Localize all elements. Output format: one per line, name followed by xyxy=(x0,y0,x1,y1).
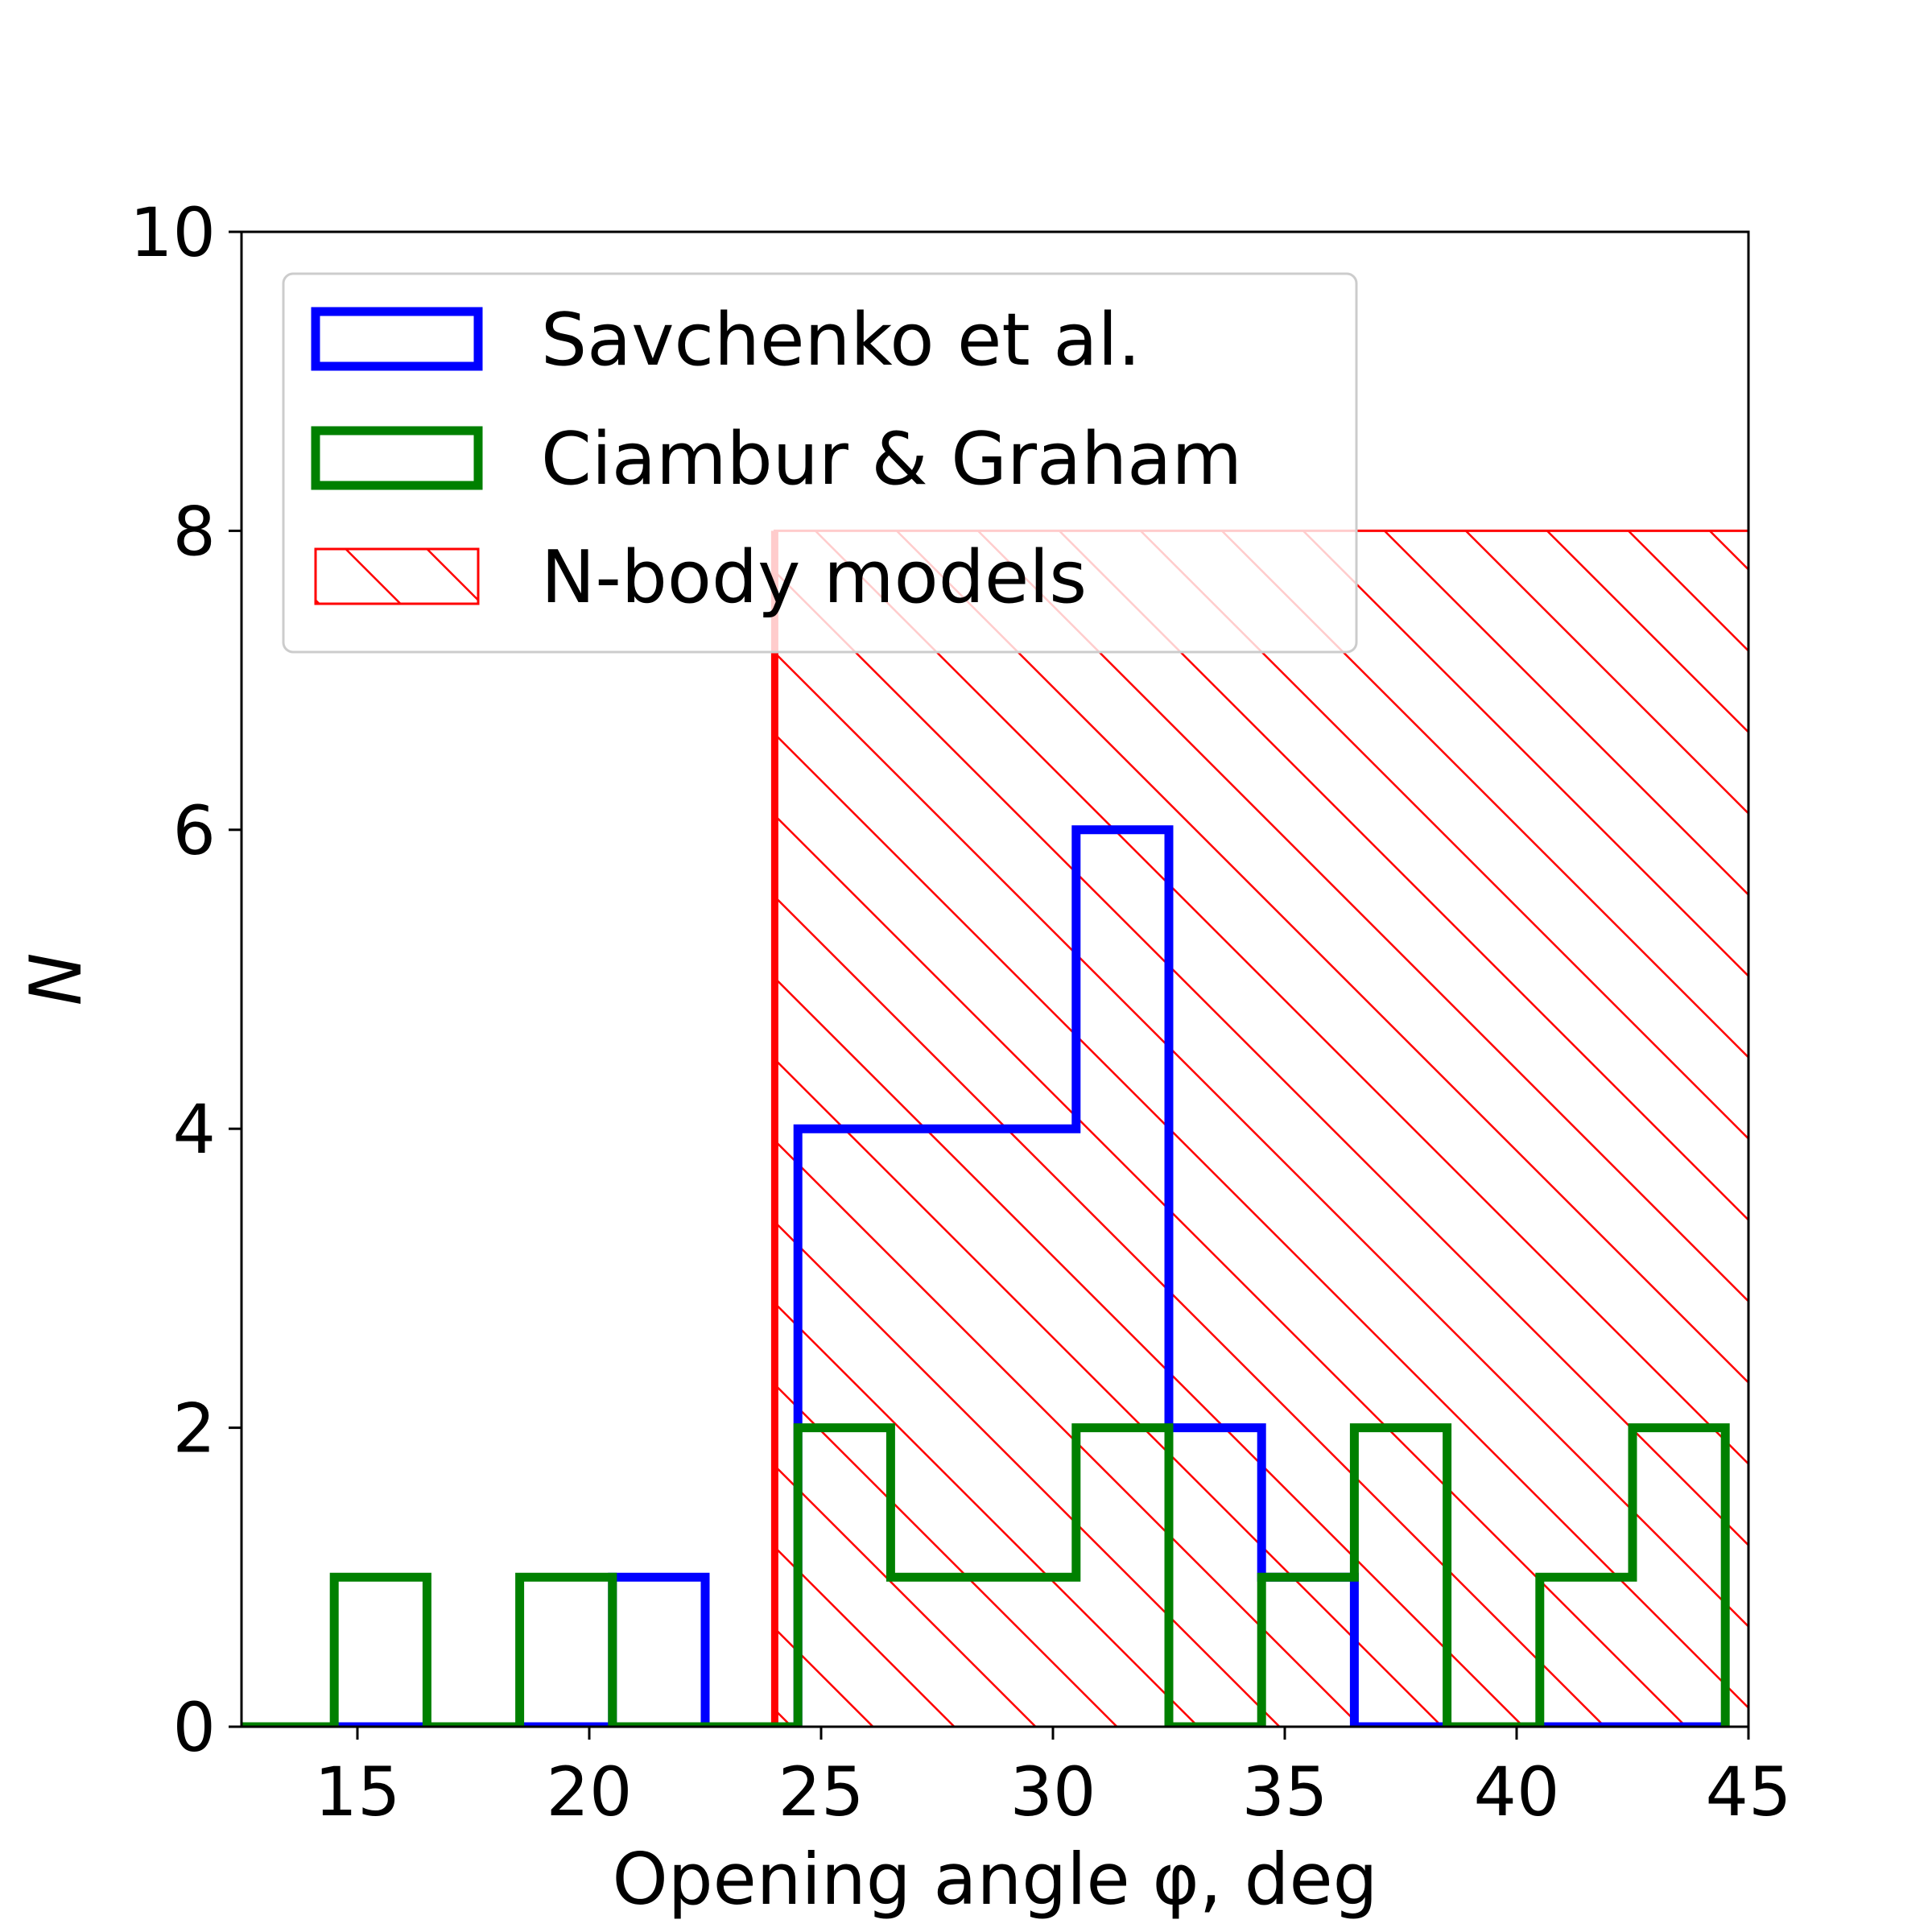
y-tick-label: 8 xyxy=(173,492,216,571)
legend-swatch xyxy=(314,547,480,605)
legend: Savchenko et al. Ciambur & Graham N-body m… xyxy=(282,272,1358,654)
legend-swatch xyxy=(311,307,483,371)
y-axis-label: N xyxy=(14,953,97,1006)
legend-label: N-body models xyxy=(541,535,1087,620)
legend-item-savchenko: Savchenko et al. xyxy=(311,298,1141,382)
legend-swatch xyxy=(311,426,483,490)
y-tick-label: 10 xyxy=(130,193,216,272)
histogram-series-savchenko xyxy=(242,825,1726,1727)
x-axis-label: Opening angle φ, deg xyxy=(612,1838,1377,1921)
histogram-steps-layer xyxy=(242,825,1730,1727)
x-tick-label: 20 xyxy=(547,1752,633,1831)
legend-label: Savchenko et al. xyxy=(541,298,1141,382)
legend-item-nbody: N-body models xyxy=(314,535,1087,620)
y-tick-label: 6 xyxy=(173,791,216,870)
x-tick-label: 30 xyxy=(1010,1752,1096,1831)
legend-item-ciambur-graham: Ciambur & Graham xyxy=(311,417,1242,502)
x-tick-label: 25 xyxy=(778,1752,865,1831)
y-tick-label: 4 xyxy=(173,1090,216,1169)
y-tick-label: 2 xyxy=(173,1389,216,1468)
x-tick-label: 15 xyxy=(315,1752,401,1831)
axis-ticks-layer: 15 20 25 30 35 40 45 0 2 4 6 8 10 xyxy=(130,193,1791,1831)
x-tick-label: 35 xyxy=(1242,1752,1328,1831)
x-tick-label: 40 xyxy=(1474,1752,1560,1831)
plot-frame xyxy=(240,230,1750,1728)
x-tick-label: 45 xyxy=(1706,1752,1792,1831)
legend-label: Ciambur & Graham xyxy=(541,417,1242,502)
histogram-series-ciambur-graham xyxy=(242,1423,1730,1727)
y-tick-label: 0 xyxy=(173,1688,216,1767)
legend-box xyxy=(282,272,1358,654)
